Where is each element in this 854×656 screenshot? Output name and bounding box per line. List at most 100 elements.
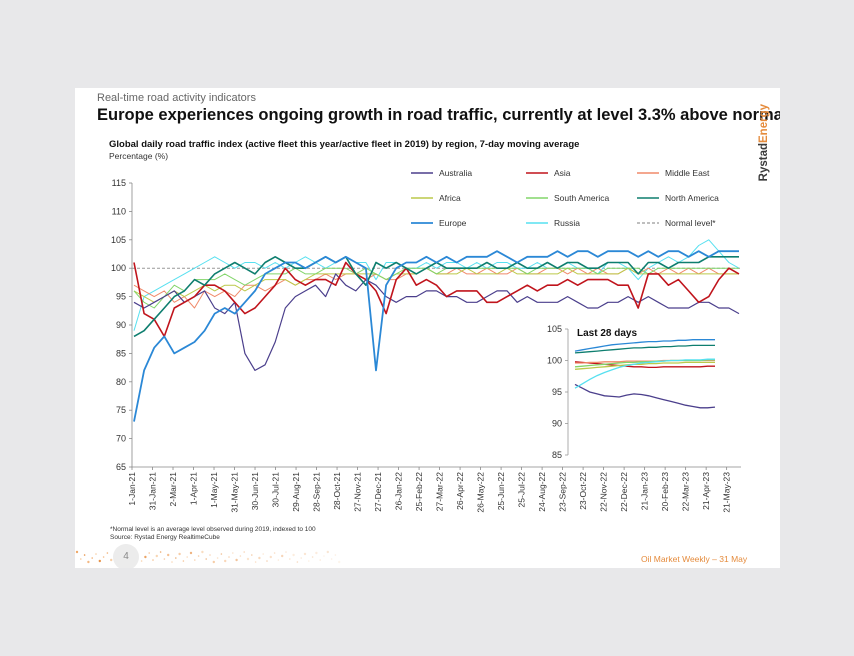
slide-kicker: Real-time road activity indicators [97,92,256,104]
y-tick-label: 90 [116,320,126,330]
legend-item-south-america: South America [526,193,610,203]
x-tick-label: 1-Jan-21 [127,472,137,506]
decorative-dot [262,553,264,555]
x-tick-label: 21-Apr-23 [701,472,711,510]
x-tick-label: 27-Dec-21 [373,472,383,512]
decorative-dot [239,555,242,557]
x-tick-label: 22-Dec-22 [619,472,629,512]
footnote: *Normal level is an average level observ… [110,526,316,533]
legend-item-middle-east: Middle East [637,168,710,178]
decorative-dot [75,550,79,554]
x-tick-label: 23-Sep-22 [558,472,568,512]
legend-item-normal-level: Normal level* [637,218,716,228]
legend-item-north-america: North America [637,193,719,203]
decorative-dot [201,550,204,554]
decorative-dot [235,558,238,562]
y-tick-label: 80 [116,377,126,387]
inset-y-tick-label: 90 [552,419,562,429]
chart-ylabel: Percentage (%) [109,151,169,161]
decorative-dot [194,559,196,561]
x-tick-label: 2-Mar-21 [168,472,178,507]
series-line-europe [133,250,739,422]
x-tick-label: 21-Jan-23 [640,472,650,511]
decorative-dot [300,557,302,559]
x-tick-label: 25-Feb-22 [414,472,424,511]
legend-item-asia: Asia [526,168,571,178]
decorative-dot [175,557,177,559]
inset-line-africa [574,361,715,370]
decorative-dot [296,561,299,563]
x-tick-label: 22-Nov-22 [599,472,609,512]
brand-logo-rystad: Rystad [758,143,770,181]
decorative-dot [189,551,193,555]
y-tick-label: 75 [116,405,126,415]
decorative-dot [220,553,223,555]
series-line-asia [133,261,740,338]
decorative-dot [232,552,234,554]
page-number: 4 [113,544,139,568]
decorative-dot [102,556,105,558]
x-tick-label: 23-Oct-22 [578,472,588,510]
decorative-dot [277,559,280,561]
decorative-dot [171,561,173,563]
decorative-dot [311,556,314,558]
legend-item-europe: Europe [411,218,467,228]
decorative-dot [303,552,307,556]
inset-line-australia [574,383,716,409]
decorative-dot [106,552,109,554]
brand-logo-text: RystadEnergy [758,103,770,181]
legend-label: South America [554,193,610,203]
y-tick-label: 95 [116,292,126,302]
inset-y-tick-label: 85 [552,450,562,460]
inset-y-tick-label: 100 [547,356,562,366]
decorative-dot [83,554,86,556]
brand-logo: RystadEnergy [758,103,770,181]
decorative-dot [269,555,272,559]
slide-headline: Europe experiences ongoing growth in roa… [97,106,780,124]
y-tick-label: 85 [116,348,126,358]
decorative-dot [334,554,337,556]
decorative-dot [186,556,188,558]
decorative-dot [152,559,154,561]
x-tick-label: 22-Mar-23 [681,472,691,511]
x-tick-label: 24-Aug-22 [537,472,547,512]
decorative-dot [289,558,291,560]
decorative-dot [144,555,147,559]
x-tick-label: 30-Jun-21 [250,472,260,511]
x-tick-label: 1-Apr-21 [189,472,199,505]
x-tick-label: 25-Jul-22 [517,472,527,508]
decorative-dot [308,560,310,562]
series-line-south-america [133,267,739,309]
decorative-dot [140,560,143,562]
x-tick-label: 27-Nov-21 [353,472,363,512]
x-tick-label: 26-Jan-22 [394,472,404,511]
decorative-dot [163,558,166,560]
decorative-dot [182,560,185,562]
decorative-dot [110,558,113,562]
inset-background [545,320,735,465]
legend-label: Normal level* [665,218,716,228]
decorative-dot [330,558,333,560]
x-tick-label: 27-Mar-22 [435,472,445,511]
decorative-dot [292,553,295,557]
legend-label: Middle East [665,168,710,178]
decorative-dot [246,557,250,561]
legend-item-russia: Russia [526,218,580,228]
legend-label: Asia [554,168,571,178]
inset-title: Last 28 days [577,328,637,339]
legend-item-australia: Australia [411,168,472,178]
inset-line-europe [574,339,715,352]
decorative-dot [216,557,219,559]
x-tick-label: 31-Jan-21 [148,472,158,511]
decorative-dot [197,555,200,557]
decorative-dot [212,560,215,564]
decorative-dot [243,551,245,553]
inset-line-north-america [574,344,715,354]
decorative-dot [167,553,170,557]
legend-label: Africa [439,193,461,203]
decorative-dot [254,561,257,563]
chart-title: Global daily road traffic index (active … [109,139,580,150]
decorative-dot [228,556,230,558]
decorative-dot [224,559,227,563]
decorative-dot [266,560,268,562]
